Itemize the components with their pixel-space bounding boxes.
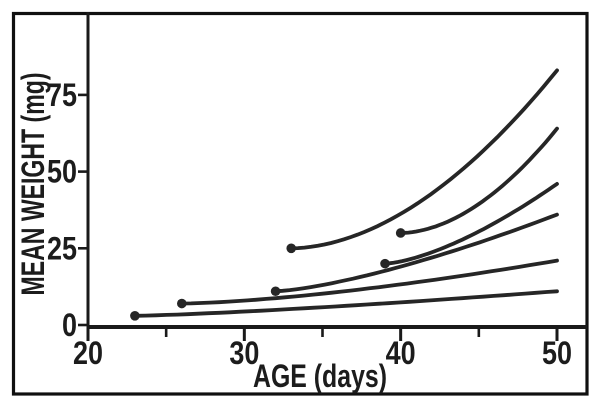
figure-border bbox=[11, 11, 589, 396]
x-axis-ticks bbox=[86, 329, 559, 341]
curve-start-dot bbox=[176, 298, 187, 309]
growth-curve bbox=[179, 258, 559, 306]
y-tick-label: 75 bbox=[47, 77, 77, 113]
y-tick-label: 25 bbox=[47, 230, 77, 266]
y-axis-tick-labels: 0 25 50 75 bbox=[47, 77, 77, 343]
y-axis-ticks bbox=[78, 93, 87, 327]
x-tick-label: 40 bbox=[386, 335, 416, 371]
growth-curve bbox=[289, 68, 559, 251]
y-tick-label: 50 bbox=[47, 154, 77, 190]
y-tick-label: 0 bbox=[62, 307, 77, 343]
x-tick-label: 50 bbox=[542, 335, 572, 371]
curve-start-dot bbox=[270, 286, 281, 297]
growth-curves bbox=[130, 68, 559, 321]
y-axis-title: MEAN WEIGHT (mg) bbox=[15, 73, 51, 296]
curve-start-dot bbox=[395, 228, 406, 238]
x-axis-tick-labels: 20 30 40 50 bbox=[73, 335, 572, 371]
growth-curve bbox=[398, 126, 559, 235]
growth-curve bbox=[273, 212, 559, 294]
growth-curve bbox=[383, 182, 559, 266]
x-tick-label: 30 bbox=[229, 335, 259, 371]
curve-start-dot bbox=[130, 310, 140, 321]
x-axis-title: AGE (days) bbox=[253, 358, 387, 394]
curve-start-dot bbox=[380, 258, 390, 269]
curve-start-dot bbox=[286, 243, 297, 254]
x-tick-label: 20 bbox=[73, 335, 103, 371]
growth-curve bbox=[133, 289, 559, 318]
